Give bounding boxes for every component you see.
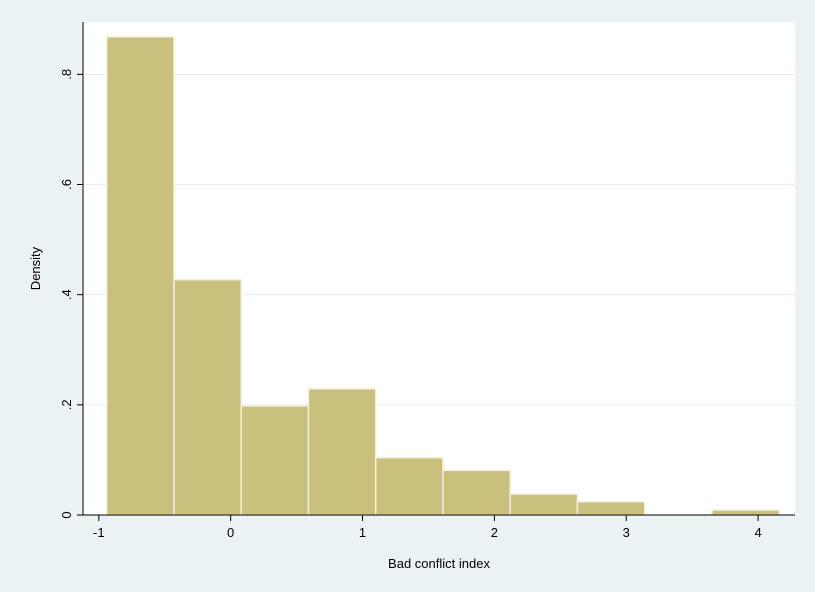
x-tick-label-4: 3: [623, 525, 630, 540]
y-tick-label-1: .2: [59, 399, 74, 410]
histogram-bar-1: [173, 279, 242, 516]
x-tick-label-5: 4: [754, 525, 761, 540]
x-tick-label-2: 1: [359, 525, 366, 540]
y-tick-label-4: .8: [59, 69, 74, 80]
histogram-bar-0: [105, 36, 175, 516]
y-tick-label-3: .6: [59, 179, 74, 190]
histogram-bar-2: [240, 405, 310, 516]
x-axis-ticks: -1 0 1 2 3 4: [93, 515, 762, 540]
y-axis-ticks: 0 .2 .4 .6 .8: [59, 69, 83, 519]
histogram-bar-5: [442, 469, 511, 516]
x-tick-label-3: 2: [491, 525, 498, 540]
histogram-bar-4: [374, 456, 444, 516]
x-tick-label-1: 0: [227, 525, 234, 540]
histogram-bar-3: [307, 388, 377, 516]
histogram-bar-7: [576, 501, 646, 516]
histogram-bar-9: [711, 509, 780, 516]
y-tick-label-0: 0: [59, 511, 74, 518]
x-tick-label-0: -1: [93, 525, 105, 540]
histogram-bar-6: [509, 493, 579, 516]
y-axis-title: Density: [28, 246, 43, 290]
x-axis-title: Bad conflict index: [388, 556, 490, 571]
y-tick-label-2: .4: [59, 289, 74, 300]
axes: [82, 22, 795, 516]
